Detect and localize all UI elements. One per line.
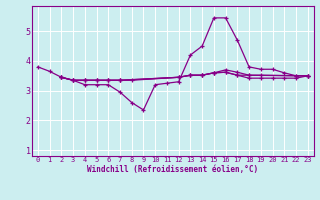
X-axis label: Windchill (Refroidissement éolien,°C): Windchill (Refroidissement éolien,°C) xyxy=(87,165,258,174)
